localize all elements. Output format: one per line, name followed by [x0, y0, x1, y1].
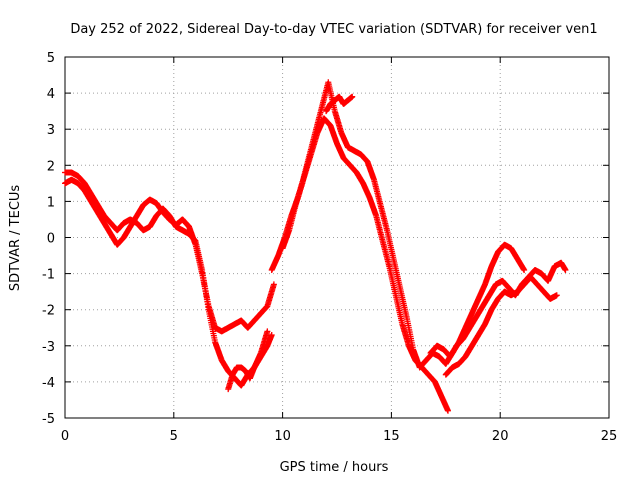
x-tick-label: 20	[492, 429, 509, 444]
series-rise-a	[268, 115, 451, 414]
data-point-trace	[443, 274, 560, 378]
series-tail-b	[442, 274, 560, 378]
x-tick-label: 10	[274, 429, 291, 444]
y-tick-label: 5	[47, 51, 55, 66]
y-tick-label: 1	[47, 195, 55, 210]
x-tick-label: 0	[61, 429, 69, 444]
data-point-trace	[269, 115, 451, 413]
x-tick-label: 5	[170, 429, 178, 444]
y-tick-label: 4	[47, 87, 55, 102]
series-tail-a	[427, 259, 569, 360]
y-tick-label: -1	[42, 268, 55, 283]
series-rise-c	[323, 93, 356, 115]
data-point-trace	[280, 80, 527, 370]
x-axis-label: GPS time / hours	[280, 460, 389, 475]
data-point-trace	[225, 333, 275, 391]
data-marks	[62, 79, 569, 414]
y-tick-label: 0	[47, 232, 55, 247]
x-tick-label: 25	[601, 429, 618, 444]
y-axis-label: SDTVAR / TECUs	[8, 185, 23, 292]
y-tick-label: -4	[42, 376, 55, 391]
chart-title: Day 252 of 2022, Sidereal Day-to-day VTE…	[70, 22, 597, 37]
y-tick-label: 2	[47, 159, 55, 174]
series-arc-b	[62, 169, 271, 389]
data-point-trace	[62, 169, 270, 389]
y-tick-label: -3	[42, 340, 55, 355]
x-tick-labels: 0 5 10 15 20 25	[61, 429, 617, 444]
x-tick-label: 15	[383, 429, 400, 444]
y-tick-label: 3	[47, 123, 55, 138]
series-arc-c	[225, 331, 275, 393]
series-rise-b	[279, 79, 528, 371]
data-point-trace	[323, 94, 355, 114]
axis-ticks	[64, 56, 610, 419]
y-tick-labels: -5 -4 -3 -2 -1 0 1 2 3 4 5	[42, 51, 55, 427]
y-tick-label: -5	[42, 412, 55, 427]
y-tick-label: -2	[42, 304, 55, 319]
grid-lines	[65, 57, 609, 418]
